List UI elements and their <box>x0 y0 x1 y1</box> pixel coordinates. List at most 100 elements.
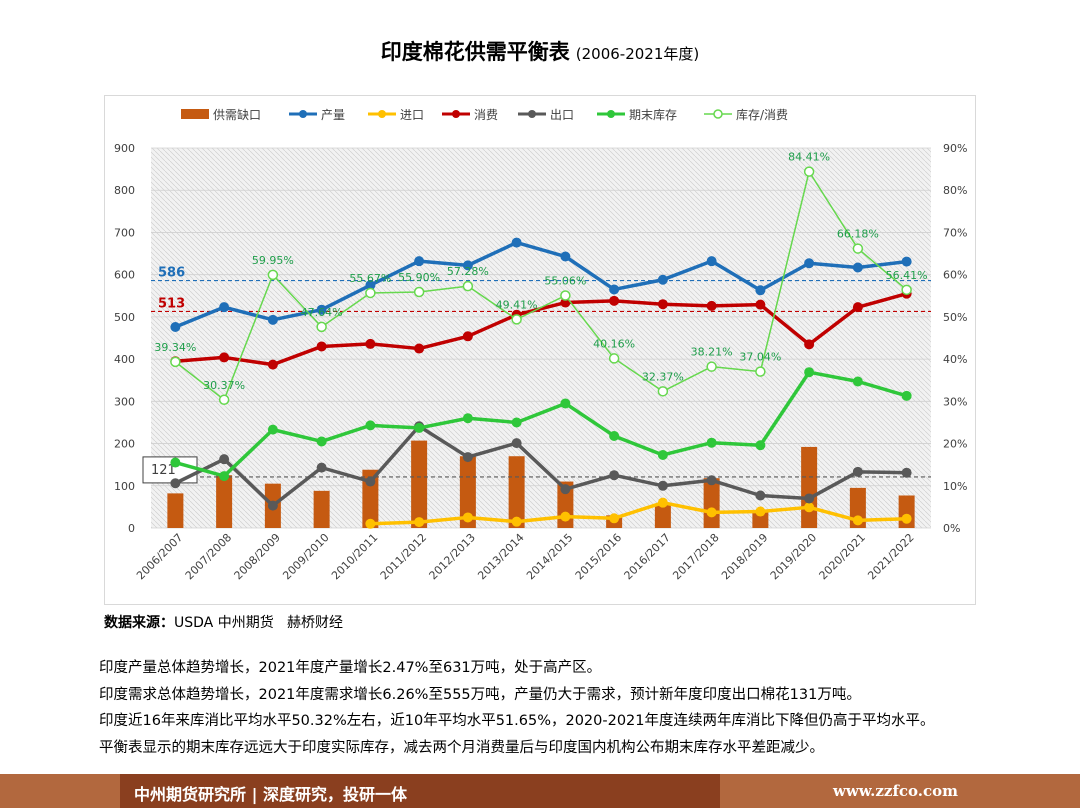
x-tick-label: 2014/2015 <box>524 531 575 582</box>
page-title: 印度棉花供需平衡表 <box>380 40 570 64</box>
point-ratio <box>803 166 815 177</box>
point-ending_stocks <box>219 471 230 482</box>
point-ratio <box>511 314 522 325</box>
line-consumption <box>175 291 908 367</box>
point-ending_stocks <box>852 376 863 387</box>
point-production <box>804 258 815 269</box>
legend-marker <box>713 109 723 119</box>
point-production <box>560 251 571 262</box>
point-ratio <box>852 243 864 254</box>
y2-tick-label: 50% <box>943 311 967 324</box>
point-exports <box>755 490 766 501</box>
legend-marker <box>528 110 536 118</box>
source-label: 数据来源： <box>104 615 174 631</box>
legend-marker <box>299 110 307 118</box>
bar-shortfall <box>411 440 428 528</box>
reference-label: 121 <box>151 463 176 478</box>
data-label-ratio: 38.21% <box>691 346 733 359</box>
point-exports <box>316 462 327 473</box>
line-production <box>174 240 907 329</box>
point-ratio <box>706 361 717 372</box>
legend-label: 供需缺口 <box>213 107 261 122</box>
y2-tick-label: 90% <box>943 142 967 155</box>
point-consumption <box>657 299 668 310</box>
data-source: 数据来源：USDA 中州期货 赫桥财经 <box>104 612 343 632</box>
bar-shortfall <box>216 475 233 528</box>
point-ending_stocks <box>365 420 376 431</box>
point-imports <box>414 517 425 528</box>
point-ending_stocks <box>414 422 425 433</box>
point-ratio <box>755 366 766 377</box>
x-tick-label: 2011/2012 <box>378 531 429 582</box>
data-label-ratio: 37.04% <box>739 351 781 364</box>
x-tick-label: 2018/2019 <box>719 531 770 582</box>
bar-shortfall <box>703 478 720 528</box>
point-production <box>365 280 376 291</box>
point-ratio <box>218 394 230 406</box>
legend-label: 库存/消费 <box>736 107 788 122</box>
legend-marker <box>607 110 615 118</box>
x-tick-label: 2019/2020 <box>768 531 819 582</box>
note-line: 平衡表显示的期末库存远远大于印度实际库存，减去两个月消费量后与印度国内机构公布期… <box>99 739 824 756</box>
point-exports <box>901 467 912 478</box>
point-consumption <box>804 339 815 350</box>
point-production <box>852 262 863 273</box>
y-tick-label: 700 <box>114 226 135 239</box>
chart-title-block: 印度棉花供需平衡表 (2006-2021年度) <box>0 36 1080 66</box>
point-exports <box>219 454 230 465</box>
y2-tick-label: 20% <box>943 438 967 451</box>
point-exports <box>267 500 278 511</box>
point-production <box>462 260 473 271</box>
legend-swatch <box>181 109 209 119</box>
bar-shortfall <box>752 512 769 528</box>
legend-marker <box>452 110 460 118</box>
point-exports <box>462 452 473 463</box>
point-ending_stocks <box>804 367 815 378</box>
point-ending_stocks <box>755 440 766 451</box>
bar-shortfall <box>167 493 184 528</box>
point-imports <box>609 513 620 524</box>
point-exports <box>609 470 620 481</box>
line-exports <box>174 424 907 508</box>
y2-tick-label: 80% <box>943 184 967 197</box>
point-production <box>267 314 278 325</box>
legend-label: 进口 <box>400 108 424 122</box>
point-ratio <box>462 280 474 292</box>
data-label-ratio: 55.06% <box>544 275 586 288</box>
data-label-ratio: 32.37% <box>642 370 684 383</box>
point-imports <box>560 511 571 522</box>
y2-tick-label: 30% <box>943 395 967 408</box>
point-imports <box>804 502 815 513</box>
line-ending_stocks <box>174 370 908 478</box>
x-tick-label: 2012/2013 <box>427 531 478 582</box>
commentary: 印度产量总体趋势增长，2021年度产量增长2.47%至631万吨，处于高产区。 … <box>99 655 935 761</box>
point-ratio <box>560 290 571 301</box>
bar-shortfall <box>801 446 818 528</box>
x-tick-label: 2010/2011 <box>329 531 380 582</box>
balance-chart: 0 100 200 300 400 500 600 700 800 900 0% 10% 20% 30% 4… <box>114 107 967 582</box>
point-ending_stocks <box>609 430 620 441</box>
point-exports <box>170 478 181 489</box>
footer-accent <box>120 774 720 808</box>
point-consumption <box>755 299 766 310</box>
point-exports <box>852 466 863 477</box>
x-tick-label: 2009/2010 <box>280 531 331 582</box>
y-tick-label: 800 <box>114 184 135 197</box>
point-ending_stocks <box>170 457 181 468</box>
y-tick-label: 0 <box>128 522 135 535</box>
bar-shortfall <box>654 504 671 528</box>
point-ending_stocks <box>511 417 522 428</box>
point-ending_stocks <box>657 449 668 460</box>
point-imports <box>852 515 863 526</box>
line-ratio <box>174 170 908 401</box>
x-tick-label: 2006/2007 <box>134 531 185 582</box>
data-label-ratio: 55.90% <box>398 271 440 284</box>
point-imports <box>755 506 766 517</box>
point-ending_stocks <box>462 413 473 424</box>
point-ending_stocks <box>706 437 717 448</box>
line-imports <box>370 500 907 526</box>
data-label-ratio: 40.16% <box>593 337 635 350</box>
point-ratio <box>316 321 327 333</box>
point-consumption <box>462 331 473 342</box>
point-exports <box>365 476 376 487</box>
